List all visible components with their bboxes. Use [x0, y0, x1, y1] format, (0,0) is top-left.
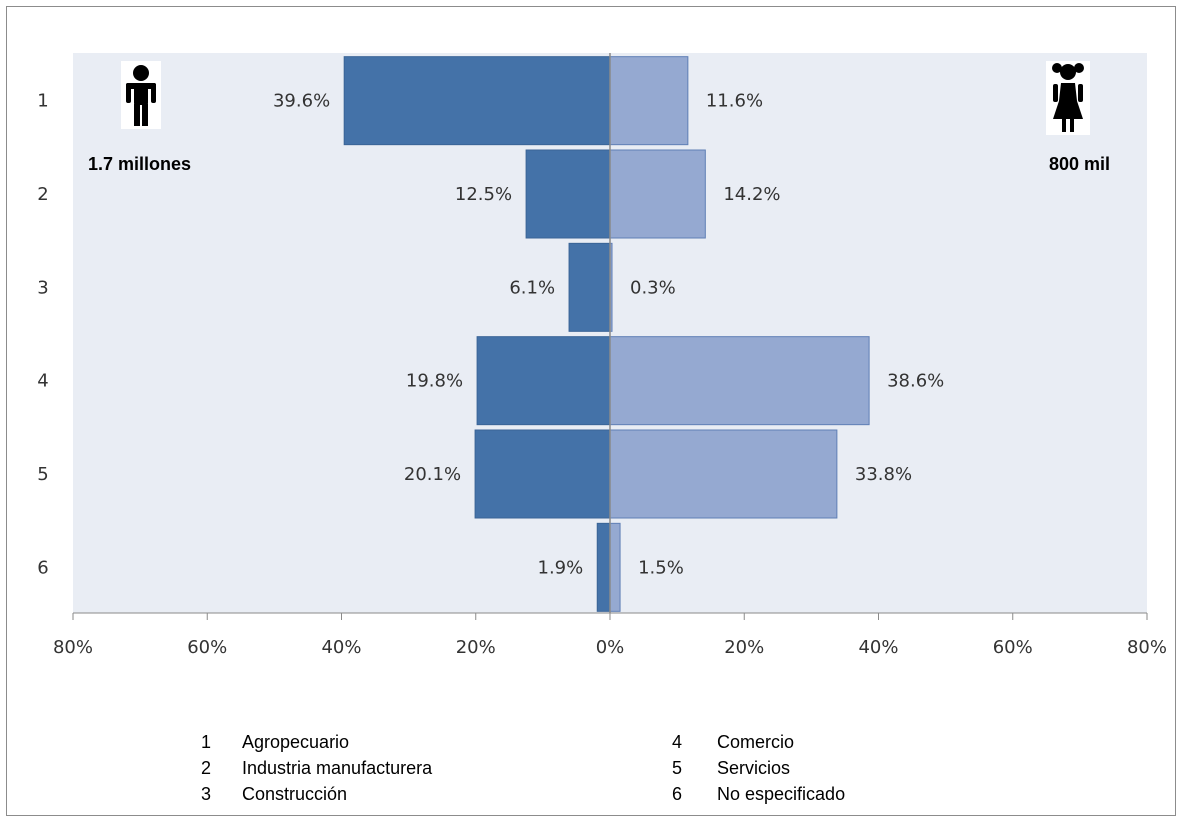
- data-label-right-5: 33.8%: [855, 464, 912, 485]
- bar-left-1: [344, 57, 610, 145]
- x-tick-label: 20%: [456, 637, 496, 658]
- legend-number: 2: [201, 758, 211, 778]
- bar-right-6: [610, 523, 620, 611]
- x-tick-label: 20%: [724, 637, 764, 658]
- data-label-right-4: 38.6%: [887, 371, 944, 392]
- legend-label: Servicios: [717, 758, 790, 778]
- bar-left-2: [526, 150, 610, 238]
- boy-icon: [121, 61, 161, 129]
- diverging-bar-chart: 39.6% 11.6% 1 12.5% 14.2% 2 6.1% 0.3% 3 19.8% 38.6…: [7, 7, 1177, 817]
- x-tick-label: 80%: [53, 637, 93, 658]
- bar-left-3: [569, 243, 610, 331]
- legend-number: 5: [672, 758, 682, 778]
- category-label-1: 1: [37, 91, 48, 112]
- data-label-left-4: 19.8%: [406, 371, 463, 392]
- left-group-label: 1.7 millones: [88, 154, 191, 174]
- legend-label: Construcción: [242, 784, 347, 804]
- bar-left-6: [597, 523, 610, 611]
- category-label-3: 3: [37, 277, 48, 298]
- bar-left-4: [477, 337, 610, 425]
- data-label-left-3: 6.1%: [509, 277, 555, 298]
- data-label-right-3: 0.3%: [630, 277, 676, 298]
- bar-right-4: [610, 337, 869, 425]
- legend-label: Industria manufacturera: [242, 758, 433, 778]
- bar-left-5: [475, 430, 610, 518]
- x-tick-label: 80%: [1127, 637, 1167, 658]
- x-tick-label: 0%: [596, 637, 625, 658]
- bar-right-1: [610, 57, 688, 145]
- data-label-left-6: 1.9%: [538, 557, 584, 578]
- data-label-right-1: 11.6%: [706, 91, 763, 112]
- x-tick-label: 40%: [321, 637, 361, 658]
- x-tick-label: 60%: [187, 637, 227, 658]
- data-label-left-1: 39.6%: [273, 91, 330, 112]
- category-label-2: 2: [37, 184, 48, 205]
- legend-label: Agropecuario: [242, 732, 349, 752]
- data-label-left-5: 20.1%: [404, 464, 461, 485]
- category-label-5: 5: [37, 464, 48, 485]
- legend-number: 3: [201, 784, 211, 804]
- x-tick-label: 40%: [858, 637, 898, 658]
- legend-number: 6: [672, 784, 682, 804]
- x-tick-label: 60%: [993, 637, 1033, 658]
- category-label-4: 4: [37, 371, 48, 392]
- legend-label: Comercio: [717, 732, 794, 752]
- bar-right-2: [610, 150, 705, 238]
- data-label-right-2: 14.2%: [723, 184, 780, 205]
- bar-right-5: [610, 430, 837, 518]
- chart-frame: 39.6% 11.6% 1 12.5% 14.2% 2 6.1% 0.3% 3 19.8% 38.6…: [6, 6, 1176, 816]
- data-label-right-6: 1.5%: [638, 557, 684, 578]
- data-label-left-2: 12.5%: [455, 184, 512, 205]
- legend-number: 4: [672, 732, 682, 752]
- legend-number: 1: [201, 732, 211, 752]
- legend-label: No especificado: [717, 784, 845, 804]
- right-group-label: 800 mil: [1049, 154, 1110, 174]
- category-label-6: 6: [37, 557, 48, 578]
- girl-icon: [1046, 61, 1090, 135]
